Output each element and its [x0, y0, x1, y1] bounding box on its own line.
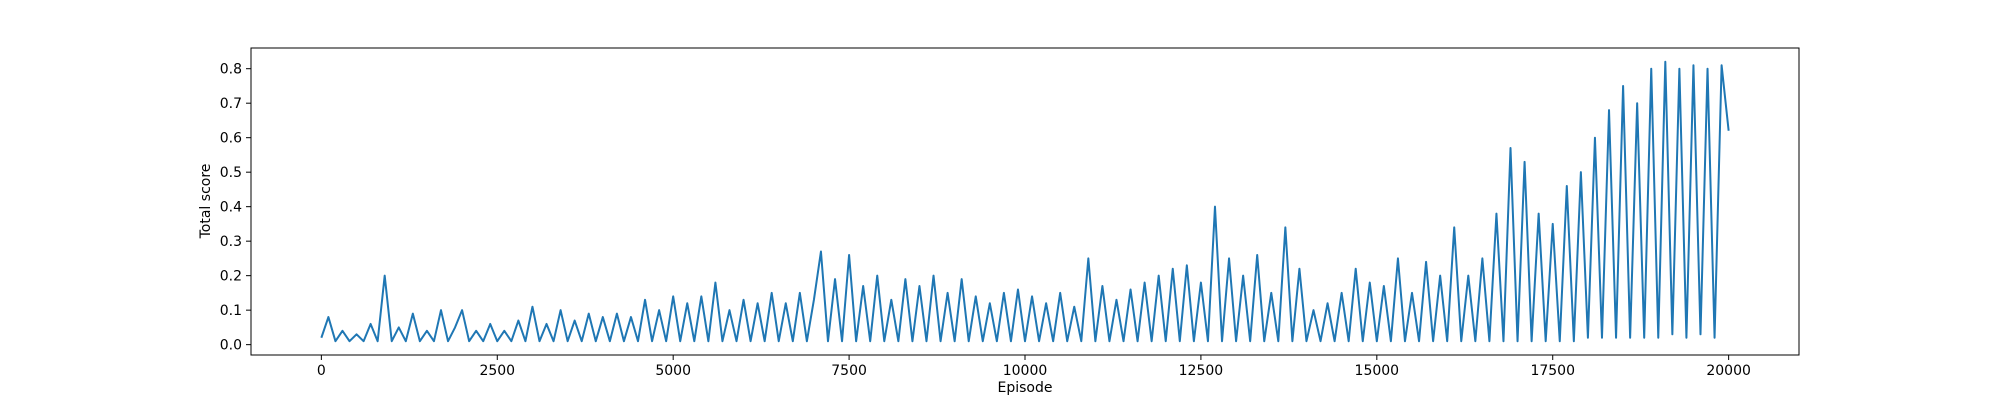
- x-tick-label: 15000: [1355, 363, 1400, 379]
- x-tick-label: 10000: [1003, 363, 1048, 379]
- y-tick-label: 0.4: [220, 200, 242, 216]
- y-axis-label: Total score: [198, 164, 214, 240]
- y-tick-label: 0.2: [220, 269, 242, 285]
- y-tick-label: 0.1: [220, 303, 242, 319]
- x-tick-label: 12500: [1179, 363, 1224, 379]
- y-tick-label: 0.8: [220, 62, 242, 78]
- y-tick-label: 0.3: [220, 234, 242, 250]
- x-tick-label: 0: [317, 363, 326, 379]
- line-series: [320, 60, 1730, 343]
- x-tick-label: 17500: [1530, 363, 1575, 379]
- x-tick-label: 2500: [479, 363, 515, 379]
- y-tick-label: 0.0: [220, 338, 242, 354]
- x-tick-label: 7500: [831, 363, 867, 379]
- y-tick-label: 0.7: [220, 96, 242, 112]
- plot-frame: [250, 47, 1800, 356]
- x-tick-label: 20000: [1706, 363, 1751, 379]
- x-tick-label: 5000: [655, 363, 691, 379]
- x-axis-label: Episode: [998, 380, 1053, 396]
- y-tick-label: 0.5: [220, 165, 242, 181]
- y-tick-label: 0.6: [220, 131, 242, 147]
